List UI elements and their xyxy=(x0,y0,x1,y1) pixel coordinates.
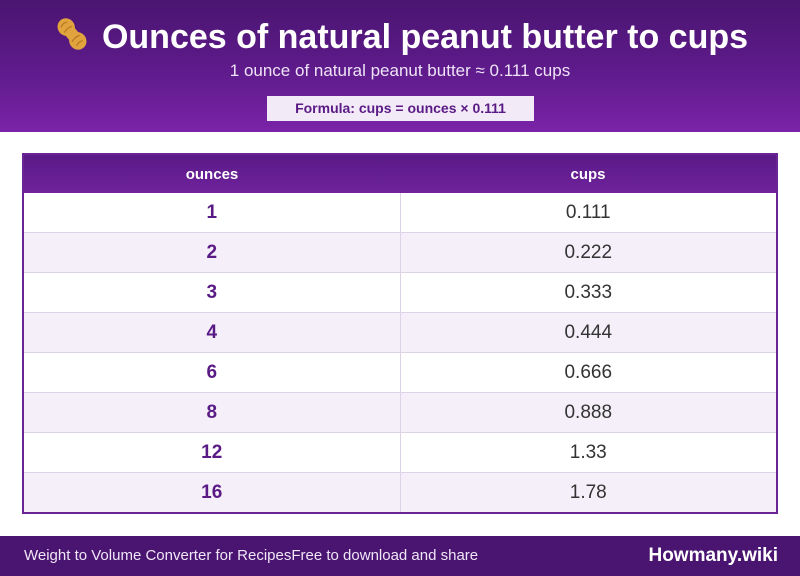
table-row: 3 0.333 xyxy=(24,272,776,313)
table-row: 1 0.111 xyxy=(24,193,776,233)
cups-cell: 0.111 xyxy=(400,193,776,233)
table-row: 6 0.666 xyxy=(24,352,776,393)
ounces-cell: 4 xyxy=(24,312,401,353)
ounces-cell: 12 xyxy=(24,432,401,473)
brand-logo-text[interactable]: Howmany.wiki xyxy=(648,545,778,566)
share-note: Free to download and share xyxy=(291,547,479,564)
peanut-icon xyxy=(52,14,92,64)
ounces-cell: 8 xyxy=(24,392,401,433)
subtitle: 1 ounce of natural peanut butter ≈ 0.111… xyxy=(229,61,571,80)
ounces-cell: 3 xyxy=(24,272,401,313)
table-row: 2 0.222 xyxy=(24,232,776,273)
table-header-row: ounces cups xyxy=(24,155,776,193)
cups-cell: 1.33 xyxy=(400,432,776,473)
footer-bar: Weight to Volume Converter for RecipesFr… xyxy=(0,536,800,576)
table-row: 16 1.78 xyxy=(24,472,776,512)
cups-cell: 0.444 xyxy=(400,312,776,353)
ounces-cell: 1 xyxy=(24,193,401,233)
conversion-table: ounces cups 1 0.111 2 0.222 3 0.333 4 0.… xyxy=(22,153,778,514)
table-row: 8 0.888 xyxy=(24,392,776,433)
column-header-cups: cups xyxy=(400,155,776,193)
cups-cell: 0.888 xyxy=(400,392,776,433)
title-text: Ounces of natural peanut butter to cups xyxy=(101,18,749,56)
table-row: 4 0.444 xyxy=(24,312,776,353)
cups-cell: 1.78 xyxy=(400,472,776,512)
page-title: Ounces of natural peanut butter to cups xyxy=(0,14,800,64)
cups-cell: 0.222 xyxy=(400,232,776,273)
converter-name: Weight to Volume Converter for Recipes xyxy=(24,547,292,564)
column-header-ounces: ounces xyxy=(24,155,400,193)
ounces-cell: 16 xyxy=(24,472,401,512)
cups-cell: 0.666 xyxy=(400,352,776,393)
ounces-cell: 2 xyxy=(24,232,401,273)
footer-text: Weight to Volume Converter for RecipesFr… xyxy=(24,536,478,576)
header-banner: Ounces of natural peanut butter to cups … xyxy=(0,0,800,132)
cups-cell: 0.333 xyxy=(400,272,776,313)
ounces-cell: 6 xyxy=(24,352,401,393)
formula-badge: Formula: cups = ounces × 0.111 xyxy=(267,96,534,121)
table-row: 12 1.33 xyxy=(24,432,776,473)
